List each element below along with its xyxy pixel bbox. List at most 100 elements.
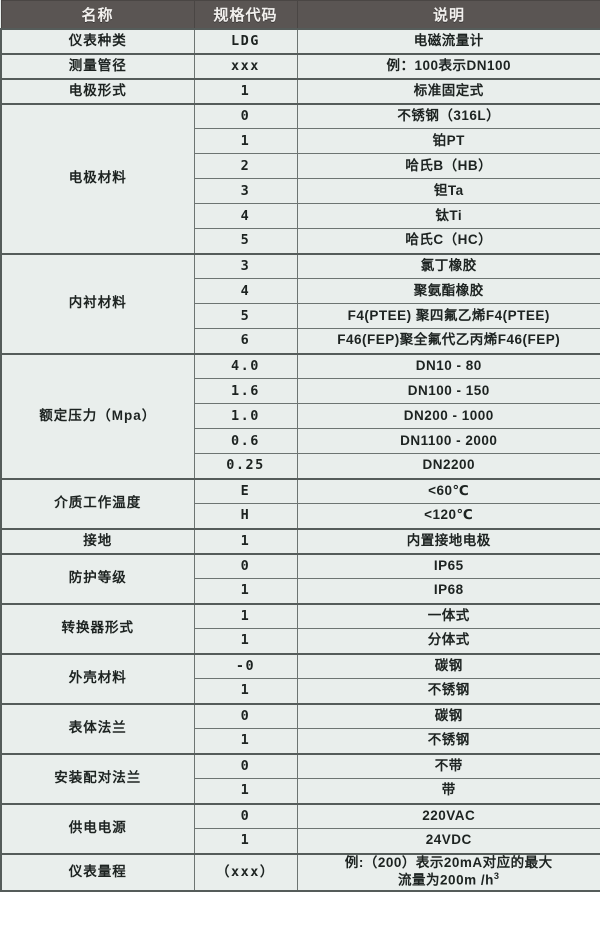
description-cell: DN200 - 1000 (296, 403, 600, 429)
description-cell: DN100 - 150 (296, 378, 600, 404)
spec-code-cell: 1 (193, 778, 298, 805)
table-row: 5 哈氏C（HC） (1, 228, 600, 255)
description-line-1: 例:（200）表示20mA对应的最大 (344, 854, 553, 870)
description-cell: 不锈钢（316L） (296, 102, 600, 129)
description-cell: <120℃ (296, 503, 600, 530)
table-row: 1 分体式 (1, 628, 600, 655)
description-cell: 例：100表示DN100 (296, 52, 600, 80)
row-group-name: 内衬材料 (0, 252, 195, 355)
row-group-name: 仪表种类 (0, 27, 195, 55)
spec-code-cell: 0 (193, 552, 298, 579)
description-cell: 碳钢 (296, 702, 600, 729)
table-row: 2 哈氏B（HB） (1, 153, 600, 179)
specification-code-table: 名称 规格代码 说明 仪表种类 LDG 电磁流量计 测量管径 xxx 例：100表示DN1… (0, 0, 600, 892)
description-cell: IP68 (296, 578, 600, 605)
table-row: 1 24VDC (1, 828, 600, 855)
description-cell: 例:（200）表示20mA对应的最大 流量为200m /h3 (296, 852, 600, 892)
flow-unit: /h (480, 872, 494, 888)
description-cell: 24VDC (296, 828, 600, 855)
description-cell: 标准固定式 (296, 77, 600, 105)
table-row: 安装配对法兰 0 不带 (0, 752, 600, 805)
description-cell: 不带 (296, 752, 600, 779)
row-group-name: 外壳材料 (0, 652, 195, 705)
description-cell: DN2200 (296, 453, 600, 480)
description-cell: 分体式 (296, 628, 600, 655)
row-group-name: 接地 (0, 527, 195, 555)
table-row: 电极形式 1 标准固定式 (0, 77, 600, 105)
row-group-name: 电极材料 (0, 102, 195, 255)
spec-code-cell: 1 (193, 728, 298, 755)
description-cell: F4(PTEE) 聚四氟乙烯F4(PTEE) (296, 303, 600, 329)
spec-code-cell: H (193, 503, 298, 530)
spec-code-cell: 1 (193, 678, 298, 705)
row-group-name: 介质工作温度 (0, 477, 195, 530)
description-cell: 聚氨酯橡胶 (296, 278, 600, 304)
table-row: 5 F4(PTEE) 聚四氟乙烯F4(PTEE) (1, 303, 600, 329)
spec-code-cell: 0 (193, 752, 298, 779)
table-row: 介质工作温度 E <60℃ (0, 477, 600, 530)
table-row: 转换器形式 1 一体式 (0, 602, 600, 655)
description-cell: 不锈钢 (296, 678, 600, 705)
description-cell: 碳钢 (296, 652, 600, 679)
description-cell: 电磁流量计 (296, 27, 600, 55)
description-cell: DN1100 - 2000 (296, 428, 600, 454)
spec-code-cell: 2 (193, 153, 298, 179)
table-body: 仪表种类 LDG 电磁流量计 测量管径 xxx 例：100表示DN100 电极形式 1 标准固定… (0, 27, 600, 892)
table-row: 1 不锈钢 (1, 728, 600, 755)
row-group-name: 仪表量程 (0, 852, 195, 892)
column-header-code: 规格代码 (193, 0, 298, 29)
table-header: 名称 规格代码 说明 (0, 0, 600, 29)
spec-code-cell: xxx (193, 52, 298, 80)
description-cell: 哈氏C（HC） (296, 228, 600, 255)
spec-code-cell: 1 (193, 578, 298, 605)
spec-code-cell: 1.6 (193, 378, 298, 404)
spec-code-cell: 0 (193, 702, 298, 729)
spec-code-cell: 4.0 (193, 352, 298, 379)
table-row: 1.6 DN100 - 150 (1, 378, 600, 404)
row-group-name: 防护等级 (0, 552, 195, 605)
spec-code-cell: 3 (193, 178, 298, 204)
spec-code-cell: 0 (193, 802, 298, 829)
spec-code-cell: 4 (193, 278, 298, 304)
description-cell: 不锈钢 (296, 728, 600, 755)
description-cell: F46(FEP)聚全氟代乙丙烯F46(FEP) (296, 328, 600, 355)
description-cell: 哈氏B（HB） (296, 153, 600, 179)
description-cell: 钛Ti (296, 203, 600, 229)
spec-code-cell: 5 (193, 228, 298, 255)
spec-code-cell: 1 (193, 77, 298, 105)
table-row: 外壳材料 -0 碳钢 (0, 652, 600, 705)
spec-code-cell: 3 (193, 252, 298, 279)
table-row: 防护等级 0 IP65 (0, 552, 600, 605)
spec-code-cell: -0 (193, 652, 298, 679)
description-cell: 220VAC (296, 802, 600, 829)
spec-code-cell: 5 (193, 303, 298, 329)
description-line-2: 流量为200m /h3 (302, 871, 597, 889)
table-row: 电极材料 0 不锈钢（316L） (0, 102, 600, 255)
table-row: 测量管径 xxx 例：100表示DN100 (0, 52, 600, 80)
table-row: 接地 1 内置接地电极 (0, 527, 600, 555)
description-cell: DN10 - 80 (296, 352, 600, 379)
table-row: 额定压力（Mpa） 4.0 DN10 - 80 (0, 352, 600, 480)
row-group-name: 电极形式 (0, 77, 195, 105)
header-row: 名称 规格代码 说明 (0, 0, 600, 29)
table-row: 4 钛Ti (1, 203, 600, 229)
row-group-name: 安装配对法兰 (0, 752, 195, 805)
table-row: 仪表量程 （xxx） 例:（200）表示20mA对应的最大 流量为200m /h3 (0, 852, 600, 892)
description-cell: 内置接地电极 (296, 527, 600, 555)
spec-code-cell: 1 (193, 828, 298, 855)
description-cell: 铂PT (296, 128, 600, 154)
table-row: H <120℃ (1, 503, 600, 530)
spec-code-cell: 6 (193, 328, 298, 355)
description-cell: IP65 (296, 552, 600, 579)
description-cell: 带 (296, 778, 600, 805)
spec-code-cell: 0.25 (193, 453, 298, 480)
table-row: 内衬材料 3 氯丁橡胶 (0, 252, 600, 355)
flow-unit-exponent: 3 (493, 871, 500, 882)
spec-code-cell: （xxx） (193, 852, 298, 892)
description-cell: <60℃ (296, 477, 600, 504)
spec-code-cell: 1 (193, 128, 298, 154)
spec-code-cell: E (193, 477, 298, 504)
column-header-name: 名称 (0, 0, 195, 29)
table-row: 1 IP68 (1, 578, 600, 605)
